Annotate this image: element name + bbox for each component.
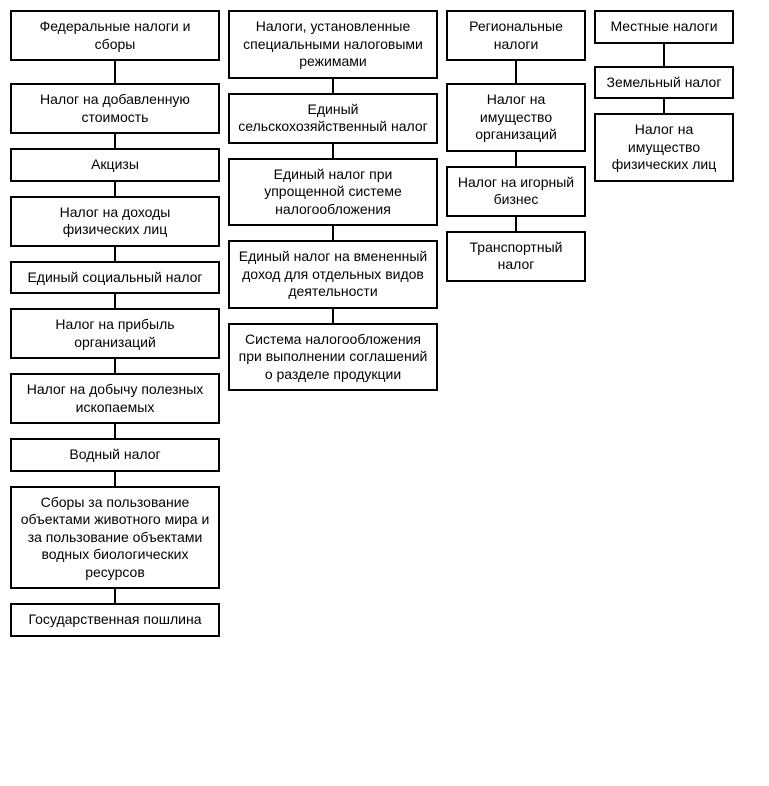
connector: [515, 217, 517, 231]
node-income-tax: Налог на доходы физических лиц: [10, 196, 220, 247]
node-state-duty: Государственная пошлина: [10, 603, 220, 637]
connector: [114, 182, 116, 196]
connector: [515, 61, 517, 83]
connector: [114, 247, 116, 261]
node-agri-tax: Единый сельскохозяйственный налог: [228, 93, 438, 144]
connector: [114, 294, 116, 308]
connector: [663, 99, 665, 113]
connector: [114, 589, 116, 603]
node-vat: Налог на добавленную стоимость: [10, 83, 220, 134]
column-special: Налоги, установленные специальными налог…: [228, 10, 438, 391]
header-local: Местные налоги: [594, 10, 734, 44]
header-federal: Федеральные налоги и сборы: [10, 10, 220, 61]
connector: [114, 134, 116, 148]
connector: [332, 226, 334, 240]
node-transport-tax: Транспортный налог: [446, 231, 586, 282]
node-imputed-tax: Единый налог на вмененный доход для отде…: [228, 240, 438, 309]
connector: [332, 144, 334, 158]
column-local: Местные налоги Земельный налог Налог на …: [594, 10, 734, 182]
connector: [663, 44, 665, 66]
connector: [114, 61, 116, 83]
connector: [332, 309, 334, 323]
node-gambling-tax: Налог на игорный бизнес: [446, 166, 586, 217]
node-personal-property-tax: Налог на имущество физических лиц: [594, 113, 734, 182]
connector: [515, 152, 517, 166]
node-land-tax: Земельный налог: [594, 66, 734, 100]
column-federal: Федеральные налоги и сборы Налог на доба…: [10, 10, 220, 637]
connector: [114, 472, 116, 486]
column-regional: Региональные налоги Налог на имущество о…: [446, 10, 586, 282]
connector: [114, 359, 116, 373]
node-profit-tax: Налог на прибыль организаций: [10, 308, 220, 359]
header-regional: Региональные налоги: [446, 10, 586, 61]
node-psa-tax: Система налогообложения при выполнении с…: [228, 323, 438, 392]
node-simplified-tax: Единый налог при упрощенной системе нало…: [228, 158, 438, 227]
node-water-tax: Водный налог: [10, 438, 220, 472]
node-excise: Акцизы: [10, 148, 220, 182]
connector: [114, 424, 116, 438]
node-org-property-tax: Налог на имущество организаций: [446, 83, 586, 152]
node-bio-fees: Сборы за пользование объектами животного…: [10, 486, 220, 590]
node-social-tax: Единый социальный налог: [10, 261, 220, 295]
node-mining-tax: Налог на добычу полезных ископаемых: [10, 373, 220, 424]
tax-diagram: Федеральные налоги и сборы Налог на доба…: [10, 10, 759, 637]
header-special: Налоги, установленные специальными налог…: [228, 10, 438, 79]
connector: [332, 79, 334, 93]
